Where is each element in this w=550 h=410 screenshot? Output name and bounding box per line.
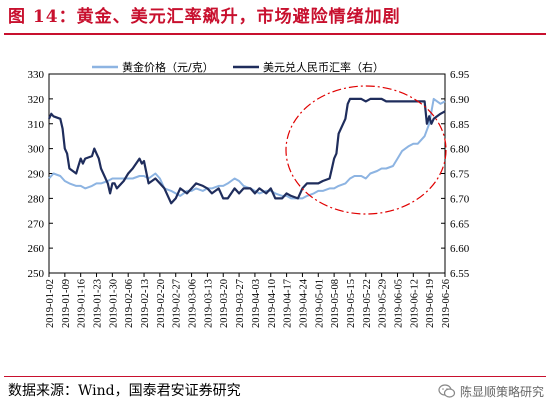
- x-tick-label: 2019-04-03: [251, 279, 262, 328]
- y-left-tick-label: 270: [28, 218, 45, 230]
- y-left-tick-label: 280: [28, 193, 45, 205]
- x-tick-label: 2019-01-23: [93, 279, 104, 328]
- usdcny-line: [48, 97, 446, 205]
- gold-price-line: [48, 97, 446, 200]
- y-right-tick-label: 6.95: [450, 69, 470, 81]
- x-tick-label: 2019-01-30: [108, 279, 119, 328]
- x-tick-label: 2019-01-09: [61, 279, 72, 328]
- footer-rule: [4, 376, 546, 377]
- x-tick-label: 2019-06-26: [441, 279, 452, 328]
- x-tick-label: 2019-05-15: [346, 279, 357, 328]
- y-right-tick-label: 6.80: [450, 144, 470, 156]
- x-tick-label: 2019-02-06: [124, 279, 135, 328]
- y-left-tick-label: 260: [28, 243, 45, 255]
- y-right-tick-label: 6.90: [450, 94, 470, 106]
- x-tick-label: 2019-01-16: [77, 279, 88, 328]
- y-right-tick-label: 6.60: [450, 243, 470, 255]
- x-tick-label: 2019-05-29: [378, 279, 389, 328]
- x-tick-label: 2019-03-13: [203, 279, 214, 328]
- series-lines: [48, 97, 446, 205]
- y-right-tick-label: 6.65: [450, 218, 470, 230]
- y-right-tick-label: 6.75: [450, 169, 470, 181]
- title-rule: [4, 33, 546, 35]
- y-right-tick-label: 6.70: [450, 193, 470, 205]
- source-note: 数据来源：Wind，国泰君安证券研究: [8, 383, 241, 399]
- watermark: 陈显顺策略研究: [438, 380, 544, 402]
- x-tick-label: 2019-01-02: [45, 279, 56, 328]
- x-tick-label: 2019-04-17: [283, 279, 294, 328]
- x-tick-label: 2019-02-27: [172, 279, 183, 328]
- x-tick-label: 2019-05-08: [330, 279, 341, 328]
- x-tick-label: 2019-06-19: [425, 279, 436, 328]
- y-right-tick-label: 6.55: [450, 268, 470, 280]
- x-tick-label: 2019-06-12: [409, 279, 420, 328]
- wechat-icon: [438, 384, 456, 398]
- y-left-tick-label: 290: [28, 169, 45, 181]
- x-axis: 2019-01-02 2019-01-09 2019-01-16 2019-01-23…: [45, 273, 452, 328]
- y-right-tick-label: 6.85: [450, 119, 470, 131]
- x-tick-label: 2019-03-27: [235, 279, 246, 328]
- y-left-tick-label: 250: [28, 268, 45, 280]
- x-tick-label: 2019-03-20: [219, 279, 230, 328]
- y-left-tick-label: 310: [28, 119, 45, 131]
- x-tick-label: 2019-03-06: [188, 279, 199, 328]
- highlight-ellipse: [285, 85, 447, 215]
- chart: 250 260 270 280 290 300 310 320 330 6.55 6.60 6.65…: [28, 60, 470, 328]
- y-left-tick-label: 300: [28, 144, 45, 156]
- legend-label-gold: 黄金价格（元/克）: [122, 60, 214, 74]
- y-left-tick-label: 330: [28, 69, 45, 81]
- plot-frame: [48, 73, 446, 274]
- x-tick-label: 2019-05-01: [314, 279, 325, 328]
- x-tick-label: 2019-02-20: [156, 279, 167, 328]
- x-tick-label: 2019-04-10: [267, 279, 278, 328]
- figure-title: 图 14：黄金、美元汇率飙升，市场避险情绪加剧: [8, 7, 401, 27]
- x-tick-label: 2019-02-13: [140, 279, 151, 328]
- y-axis-left: 250 260 270 280 290 300 310 320 330: [28, 69, 53, 280]
- legend: 黄金价格（元/克） 美元兑人民币汇率（右）: [92, 60, 384, 74]
- x-tick-label: 2019-06-05: [393, 279, 404, 328]
- y-left-tick-label: 320: [28, 94, 45, 106]
- x-tick-label: 2019-05-22: [362, 279, 373, 328]
- watermark-text: 陈显顺策略研究: [459, 384, 544, 399]
- y-axis-right: 6.55 6.60 6.65 6.70 6.75 6.80 6.85 6.90 6.95: [441, 69, 470, 280]
- x-tick-label: 2019-04-24: [298, 278, 309, 328]
- legend-label-fx: 美元兑人民币汇率（右）: [263, 60, 384, 74]
